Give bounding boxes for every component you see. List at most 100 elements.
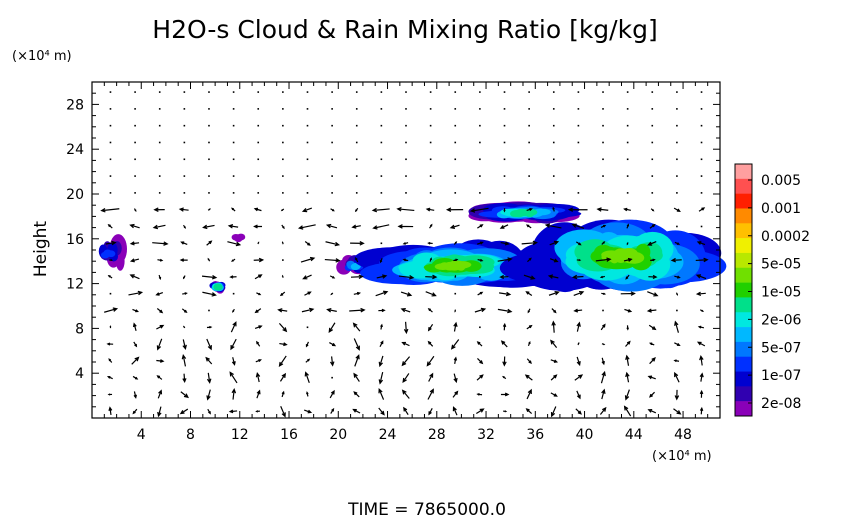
wind-arrow: [675, 292, 678, 296]
wind-arrow: [202, 224, 215, 230]
wind-dot: [700, 175, 703, 177]
wind-dot: [158, 141, 161, 144]
wind-arrow: [573, 290, 585, 297]
wind-arrow: [182, 325, 186, 329]
wind-arrow: [551, 320, 556, 333]
wind-arrow: [378, 407, 385, 416]
wind-arrow: [499, 224, 509, 229]
wind-arrow: [152, 224, 166, 230]
wind-dot: [552, 108, 555, 110]
wind-dot: [602, 175, 604, 177]
wind-arrow: [355, 256, 359, 263]
wind-arrow: [477, 258, 484, 262]
wind-arrow: [379, 257, 383, 264]
colorbar-swatch: [735, 327, 752, 343]
wind-arrow: [599, 275, 605, 279]
wind-dot: [626, 91, 629, 93]
y-axis-label: Height: [31, 221, 51, 278]
wind-arrow: [425, 291, 437, 297]
wind-arrow: [256, 340, 261, 347]
wind-arrow: [549, 258, 559, 263]
wind-dot: [355, 175, 358, 177]
wind-dot: [429, 124, 432, 127]
wind-arrow: [428, 372, 434, 382]
wind-dot: [552, 141, 555, 144]
wind-dot: [503, 175, 506, 177]
colorbar-label: 2e-06: [761, 312, 801, 328]
wind-arrow: [476, 374, 484, 381]
wind-dot: [552, 158, 555, 161]
wind-dot: [626, 192, 629, 194]
wind-dot: [232, 91, 235, 93]
wind-arrow: [231, 388, 237, 400]
wind-dot: [183, 158, 186, 161]
wind-dot: [208, 108, 210, 110]
wind-arrow: [207, 408, 211, 415]
wind-arrow: [674, 342, 681, 346]
wind-dot: [626, 124, 629, 127]
y-tick-label: 20: [66, 187, 84, 203]
wind-arrow: [398, 275, 415, 280]
wind-arrow: [427, 323, 434, 332]
wind-arrow: [576, 390, 581, 400]
wind-arrow: [301, 207, 313, 213]
wind-arrow: [551, 308, 557, 314]
wind-arrow: [649, 357, 656, 365]
wind-arrow: [625, 340, 631, 347]
wind-dot: [602, 91, 604, 93]
wind-arrow: [183, 224, 186, 229]
wind-dot: [257, 141, 260, 144]
wind-arrow: [699, 372, 704, 382]
wind-arrow: [426, 355, 435, 367]
wind-arrow: [352, 322, 361, 332]
wind-dot: [331, 158, 333, 161]
wind-arrow: [547, 274, 559, 279]
cloud-region: [231, 233, 246, 243]
wind-dot: [454, 192, 457, 194]
wind-dot: [405, 158, 407, 161]
wind-dot: [158, 91, 161, 93]
wind-arrow: [401, 341, 410, 347]
colorbar-swatch: [735, 223, 752, 239]
wind-arrow: [544, 223, 562, 229]
wind-arrow: [206, 389, 211, 401]
colorbar-swatch: [735, 297, 752, 313]
wind-dot: [602, 124, 604, 127]
wind-arrow: [353, 372, 360, 382]
wind-dot: [528, 192, 530, 194]
wind-arrow: [330, 292, 334, 296]
wind-arrow: [254, 274, 263, 280]
wind-dot: [109, 124, 112, 127]
wind-dot: [208, 124, 210, 127]
wind-dot: [158, 175, 161, 177]
wind-arrow: [109, 259, 114, 262]
wind-arrow: [550, 359, 559, 363]
wind-arrow: [109, 325, 112, 329]
wind-arrow: [674, 389, 680, 401]
colorbar-swatch: [735, 208, 752, 224]
wind-arrow: [108, 406, 113, 416]
wind-arrow: [674, 320, 680, 333]
wind-arrow: [503, 410, 508, 413]
cloud-cell: [234, 234, 243, 243]
wind-dot: [282, 141, 284, 144]
wind-arrow: [452, 390, 459, 398]
wind-vectors: [100, 91, 709, 418]
wind-arrow: [601, 292, 607, 295]
wind-dot: [528, 175, 530, 177]
wind-arrow: [255, 410, 260, 413]
wind-arrow: [674, 371, 680, 383]
wind-dot: [479, 326, 481, 329]
wind-arrow: [524, 374, 533, 381]
wind-dot: [355, 141, 358, 144]
wind-arrow: [699, 309, 705, 312]
wind-arrow: [352, 408, 361, 414]
wind-dot: [577, 108, 580, 110]
wind-dot: [134, 124, 136, 127]
wind-arrow: [403, 321, 409, 335]
wind-arrow: [650, 208, 655, 212]
wind-arrow: [182, 373, 187, 384]
wind-arrow: [427, 308, 433, 313]
wind-arrow: [596, 207, 609, 212]
wind-dot: [232, 108, 235, 110]
